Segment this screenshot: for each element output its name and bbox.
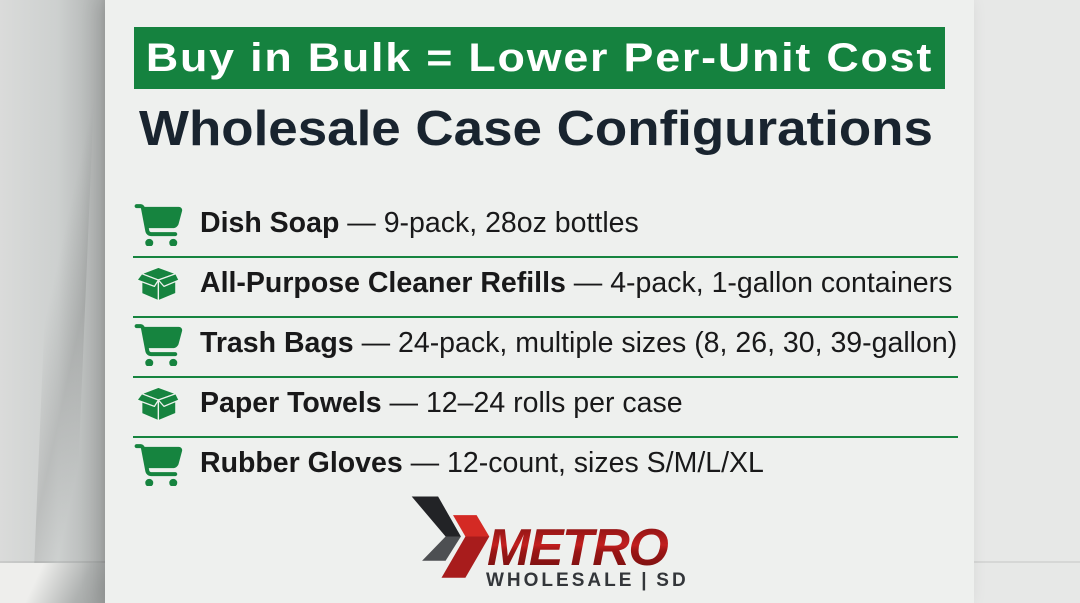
svg-text:METRO: METRO — [487, 519, 668, 577]
